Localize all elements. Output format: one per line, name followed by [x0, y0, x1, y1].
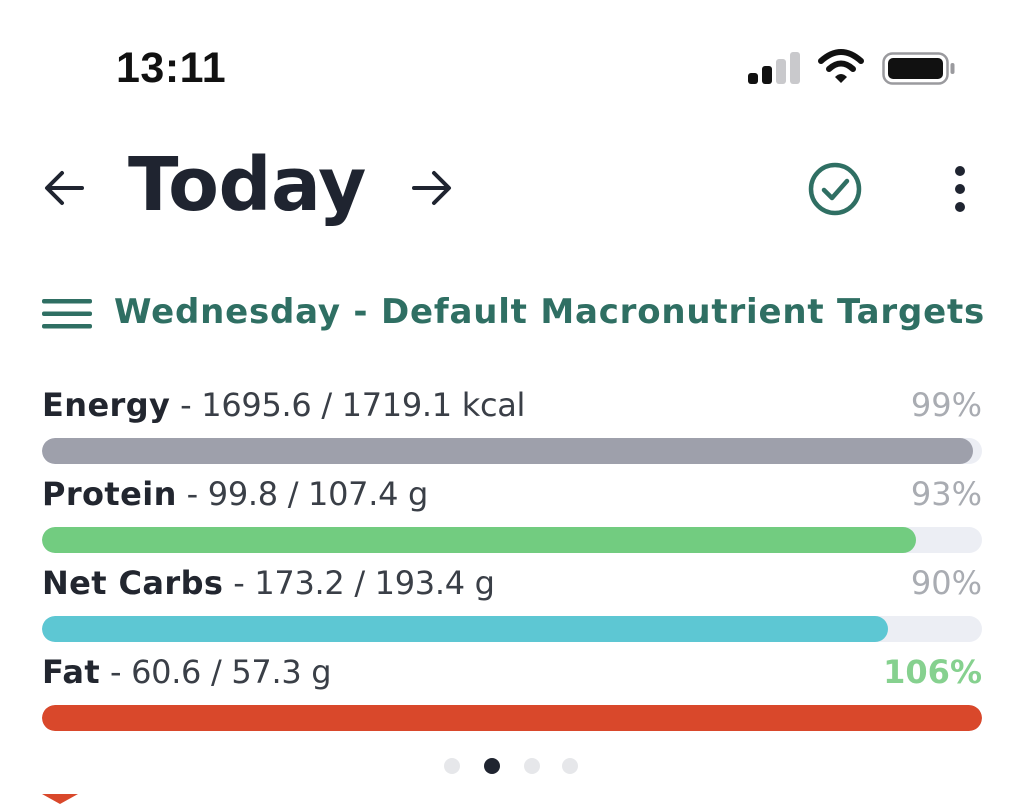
more-vertical-icon[interactable]: [940, 160, 980, 218]
progress-track: [42, 705, 982, 731]
macro-name: Energy: [42, 386, 171, 424]
macro-detail: - 173.2 / 193.4 g: [223, 564, 495, 602]
macro-row-fat: Fat - 60.6 / 57.3 g 106%: [42, 653, 982, 742]
progress-fill: [42, 616, 888, 642]
macro-percent: 106%: [883, 653, 982, 691]
macro-detail: - 99.8 / 107.4 g: [176, 475, 429, 513]
triangle-down-icon: [42, 794, 78, 804]
signal-icon: [748, 52, 800, 84]
arrow-left-icon[interactable]: [40, 164, 88, 212]
day-header: Today: [0, 140, 1024, 240]
page-dot[interactable]: [444, 758, 460, 774]
progress-fill: [42, 705, 982, 731]
battery-icon: [882, 52, 955, 85]
macro-name: Protein: [42, 475, 177, 513]
macro-detail: - 1695.6 / 1719.1 kcal: [170, 386, 526, 424]
targets-label: Wednesday - Default Macronutrient Target…: [114, 292, 986, 332]
arrow-right-icon[interactable]: [408, 164, 456, 212]
progress-track: [42, 527, 982, 553]
page-indicator[interactable]: [444, 758, 584, 776]
progress-track: [42, 616, 982, 642]
progress-fill: [42, 438, 973, 464]
macro-row-energy: Energy - 1695.6 / 1719.1 kcal 99%: [42, 386, 982, 475]
page-dot[interactable]: [484, 758, 500, 774]
targets-selector[interactable]: Wednesday - Default Macronutrient Target…: [40, 290, 990, 340]
progress-track: [42, 438, 982, 464]
macro-detail: - 60.6 / 57.3 g: [100, 653, 332, 691]
menu-icon: [42, 299, 92, 329]
macro-name: Fat: [42, 653, 101, 691]
macro-name: Net Carbs: [42, 564, 224, 602]
page-dot[interactable]: [524, 758, 540, 774]
next-section-peek: [0, 790, 1024, 804]
page-dot[interactable]: [562, 758, 578, 774]
macro-row-protein: Protein - 99.8 / 107.4 g 93%: [42, 475, 982, 564]
status-time: 13:11: [116, 44, 227, 92]
macro-targets[interactable]: Energy - 1695.6 / 1719.1 kcal 99% Protei…: [42, 386, 982, 742]
macro-percent: 93%: [910, 475, 982, 513]
macro-row-net-carbs: Net Carbs - 173.2 / 193.4 g 90%: [42, 564, 982, 653]
page-title: Today: [128, 142, 366, 228]
status-bar: 13:11: [0, 0, 1024, 130]
check-circle-icon[interactable]: [806, 160, 864, 218]
macro-percent: 99%: [910, 386, 982, 424]
progress-fill: [42, 527, 917, 553]
macro-percent: 90%: [910, 564, 982, 602]
wifi-icon: [818, 49, 864, 83]
